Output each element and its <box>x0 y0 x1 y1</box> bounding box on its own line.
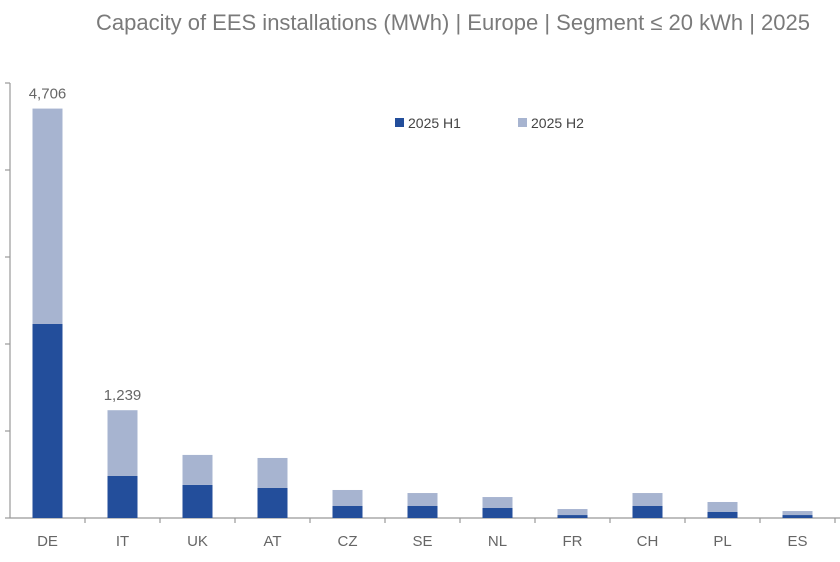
x-tick-label: PL <box>713 533 731 550</box>
bar-IT-2025-H1 <box>107 475 138 518</box>
x-tick-label: DE <box>37 533 58 550</box>
x-tick-label: SE <box>412 533 432 550</box>
bar-DE-2025-H2 <box>32 108 63 324</box>
x-tick-label: CZ <box>338 533 358 550</box>
bar-SE-2025-H2 <box>407 493 438 506</box>
legend-label: 2025 H2 <box>531 115 584 131</box>
legend-swatch <box>395 118 404 127</box>
bar-DE-2025-H1 <box>32 323 63 518</box>
bar-CH-2025-H1 <box>632 505 663 518</box>
bar-UK-2025-H2 <box>182 454 213 485</box>
x-tick-label: FR <box>563 533 583 550</box>
legend-label: 2025 H1 <box>408 115 461 131</box>
bar-FR-2025-H1 <box>557 515 588 518</box>
bar-NL-2025-H2 <box>482 497 513 508</box>
bar-SE-2025-H1 <box>407 505 438 518</box>
x-tick-label: IT <box>116 533 129 550</box>
bar-PL-2025-H1 <box>707 511 738 518</box>
bar-PL-2025-H2 <box>707 501 738 512</box>
bar-AT-2025-H2 <box>257 457 288 488</box>
bar-CH-2025-H2 <box>632 493 663 506</box>
chart-title: Capacity of EES installations (MWh) | Eu… <box>96 10 810 35</box>
bar-IT-2025-H2 <box>107 410 138 476</box>
bar-NL-2025-H1 <box>482 507 513 518</box>
data-label: 1,239 <box>104 387 142 404</box>
bar-AT-2025-H1 <box>257 487 288 518</box>
bar-CZ-2025-H1 <box>332 505 363 518</box>
x-tick-label: UK <box>187 533 208 550</box>
bar-ES-2025-H1 <box>782 515 813 518</box>
x-tick-label: NL <box>488 533 507 550</box>
legend-swatch <box>518 118 527 127</box>
bar-CZ-2025-H2 <box>332 489 363 506</box>
x-tick-label: ES <box>787 533 807 550</box>
data-label: 4,706 <box>29 86 67 103</box>
bar-UK-2025-H1 <box>182 484 213 518</box>
x-tick-label: CH <box>637 533 659 550</box>
bar-FR-2025-H2 <box>557 509 588 516</box>
bar-ES-2025-H2 <box>782 511 813 516</box>
x-tick-label: AT <box>263 533 281 550</box>
